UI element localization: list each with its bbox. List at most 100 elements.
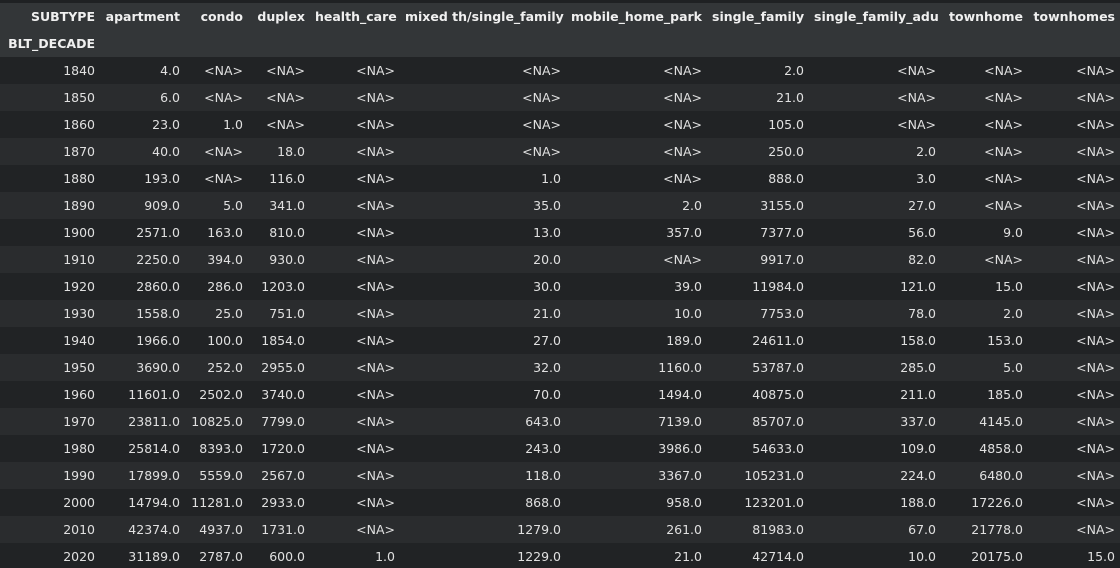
table-cell: 81983.0 — [752, 522, 804, 537]
table-cell: <NA> — [984, 117, 1023, 132]
table-cell: 32.0 — [533, 360, 561, 375]
index-header-empty — [310, 30, 400, 57]
column-header: mixed th/single_family — [405, 9, 564, 24]
table-cell: 15.0 — [1087, 549, 1115, 564]
table-row: 2020 31189.0 2787.0 600.0 1.0 1229.0 21.0 42714… — [0, 543, 1120, 568]
table-cell: 2571.0 — [136, 225, 180, 240]
table-cell: <NA> — [1076, 279, 1115, 294]
table-cell: 4858.0 — [979, 441, 1023, 456]
index-header-empty — [941, 30, 1028, 57]
table-cell: <NA> — [356, 522, 395, 537]
row-index: 1900 — [63, 225, 95, 240]
table-cell: 40.0 — [152, 144, 180, 159]
table-cell: 56.0 — [908, 225, 936, 240]
table-row: 1970 23811.0 10825.0 7799.0 <NA> 643.0 7139.0 8… — [0, 408, 1120, 435]
table-cell: 1279.0 — [517, 522, 561, 537]
table-row: 1870 40.0 <NA> 18.0 <NA> <NA> <NA> 250.0 2.0 <NA>… — [0, 138, 1120, 165]
table-cell: <NA> — [356, 414, 395, 429]
table-cell: <NA> — [356, 63, 395, 78]
table-cell: 4937.0 — [199, 522, 243, 537]
table-cell: 35.0 — [533, 198, 561, 213]
table-cell: <NA> — [266, 117, 305, 132]
index-header-empty — [248, 30, 310, 57]
table-cell: <NA> — [897, 63, 936, 78]
table-cell: 3740.0 — [261, 387, 305, 402]
column-header: condo — [200, 9, 243, 24]
table-cell: <NA> — [356, 90, 395, 105]
row-index: 2020 — [63, 549, 95, 564]
table-cell: <NA> — [522, 117, 561, 132]
column-header-row: SUBTYPE apartment condo duplex health_care m… — [0, 3, 1120, 30]
index-header-empty — [707, 30, 809, 57]
table-cell: <NA> — [984, 63, 1023, 78]
row-index: 1910 — [63, 252, 95, 267]
table-cell: 643.0 — [525, 414, 561, 429]
table-cell: 14794.0 — [128, 495, 180, 510]
table-cell: 7139.0 — [658, 414, 702, 429]
row-index: 1890 — [63, 198, 95, 213]
table-cell: 78.0 — [908, 306, 936, 321]
table-cell: <NA> — [984, 252, 1023, 267]
table-cell: <NA> — [266, 63, 305, 78]
table-cell: 250.0 — [768, 144, 804, 159]
table-row: 1980 25814.0 8393.0 1720.0 <NA> 243.0 3986.0 54… — [0, 435, 1120, 462]
table-cell: <NA> — [1076, 198, 1115, 213]
row-index: 1950 — [63, 360, 95, 375]
table-cell: <NA> — [356, 306, 395, 321]
table-cell: <NA> — [1076, 63, 1115, 78]
table-cell: 888.0 — [768, 171, 804, 186]
table-cell: <NA> — [1076, 468, 1115, 483]
table-cell: 9.0 — [1003, 225, 1023, 240]
table-cell: <NA> — [663, 252, 702, 267]
table-cell: <NA> — [522, 63, 561, 78]
index-header-row: BLT_DECADE — [0, 30, 1120, 57]
table-cell: 185.0 — [987, 387, 1023, 402]
table-cell: 10.0 — [674, 306, 702, 321]
table-cell: 18.0 — [277, 144, 305, 159]
table-cell: 11601.0 — [128, 387, 180, 402]
table-cell: 105231.0 — [744, 468, 804, 483]
table-cell: <NA> — [356, 468, 395, 483]
table-cell: 54633.0 — [752, 441, 804, 456]
table-cell: 27.0 — [908, 198, 936, 213]
table-cell: 85707.0 — [752, 414, 804, 429]
table-cell: <NA> — [356, 144, 395, 159]
table-cell: 193.0 — [144, 171, 180, 186]
index-header-empty — [809, 30, 941, 57]
table-row: 1860 23.0 1.0 <NA> <NA> <NA> <NA> 105.0 <NA> <NA>… — [0, 111, 1120, 138]
table-cell: 1160.0 — [658, 360, 702, 375]
table-cell: <NA> — [1076, 495, 1115, 510]
table-cell: 2860.0 — [136, 279, 180, 294]
table-cell: 188.0 — [900, 495, 936, 510]
table-cell: <NA> — [663, 171, 702, 186]
row-index: 1970 — [63, 414, 95, 429]
row-index: 1920 — [63, 279, 95, 294]
table-cell: 2502.0 — [199, 387, 243, 402]
index-header-empty — [400, 30, 566, 57]
table-cell: 5.0 — [223, 198, 243, 213]
table-cell: 23811.0 — [128, 414, 180, 429]
table-cell: 100.0 — [207, 333, 243, 348]
table-cell: 10.0 — [908, 549, 936, 564]
column-header: mobile_home_park — [571, 9, 702, 24]
table-cell: <NA> — [356, 171, 395, 186]
table-cell: <NA> — [266, 90, 305, 105]
table-cell: <NA> — [663, 90, 702, 105]
table-cell: 3986.0 — [658, 441, 702, 456]
table-cell: 5.0 — [1003, 360, 1023, 375]
table-cell: 810.0 — [269, 225, 305, 240]
table-cell: 17226.0 — [971, 495, 1023, 510]
column-header: apartment — [105, 9, 180, 24]
row-index: 1990 — [63, 468, 95, 483]
table-cell: <NA> — [1076, 414, 1115, 429]
row-index: 1870 — [63, 144, 95, 159]
table-cell: 337.0 — [900, 414, 936, 429]
table-cell: <NA> — [522, 90, 561, 105]
column-header: townhome — [949, 9, 1023, 24]
table-row: 2010 42374.0 4937.0 1731.0 <NA> 1279.0 261.0 81… — [0, 516, 1120, 543]
table-cell: <NA> — [356, 279, 395, 294]
row-index: 1940 — [63, 333, 95, 348]
table-row: 1930 1558.0 25.0 751.0 <NA> 21.0 10.0 7753.0 78.… — [0, 300, 1120, 327]
column-header: duplex — [257, 9, 305, 24]
table-row: 1910 2250.0 394.0 930.0 <NA> 20.0 <NA> 9917.0 82… — [0, 246, 1120, 273]
